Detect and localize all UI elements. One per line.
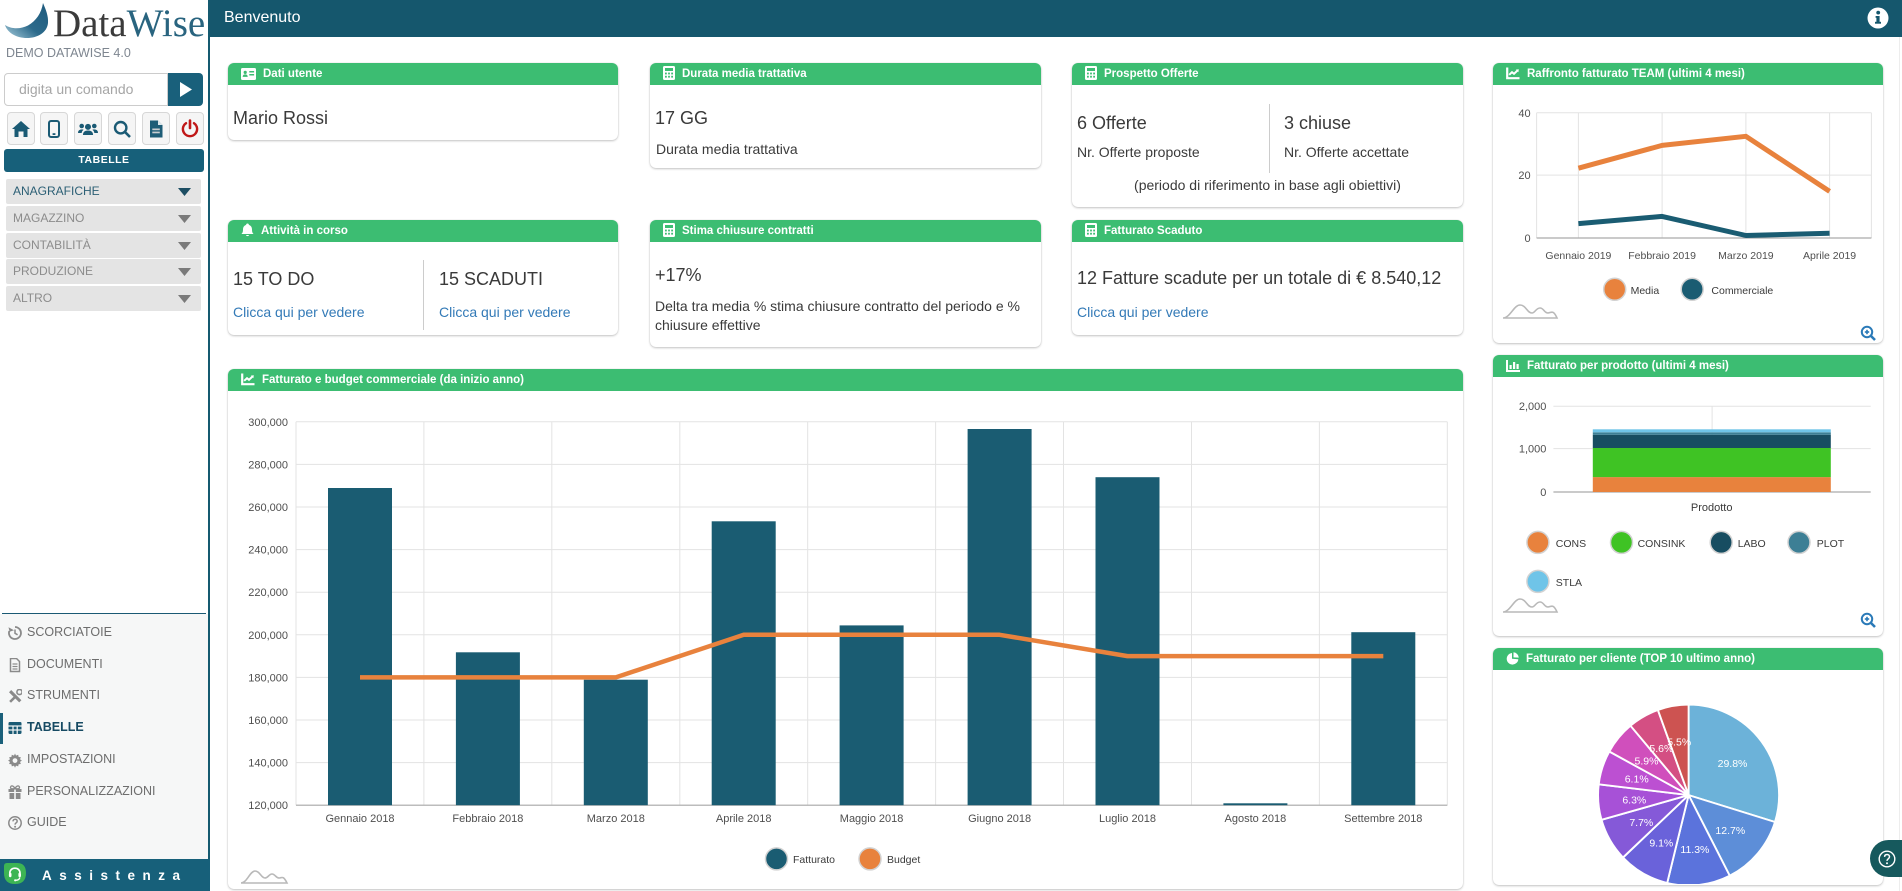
svg-text:Aprile 2019: Aprile 2019 [1803,250,1856,262]
svg-text:7.7%: 7.7% [1629,817,1653,829]
svg-text:Agosto 2018: Agosto 2018 [1225,813,1287,825]
svg-text:Commerciale: Commerciale [1711,284,1773,296]
svg-text:240,000: 240,000 [248,544,288,556]
svg-text:5.5%: 5.5% [1667,736,1691,748]
svg-text:Budget: Budget [887,854,920,866]
svg-text:2,000: 2,000 [1519,401,1547,413]
svg-text:STLA: STLA [1556,577,1582,589]
svg-text:Settembre 2018: Settembre 2018 [1344,813,1422,825]
svg-text:40: 40 [1518,107,1530,119]
svg-text:220,000: 220,000 [248,587,288,599]
svg-text:Aprile 2018: Aprile 2018 [716,813,772,825]
svg-text:180,000: 180,000 [248,672,288,684]
svg-text:Gennaio 2019: Gennaio 2019 [1545,250,1611,262]
svg-text:29.8%: 29.8% [1718,758,1748,770]
svg-text:Maggio 2018: Maggio 2018 [840,813,904,825]
svg-text:Prodotto: Prodotto [1691,502,1733,514]
svg-text:Giugno 2018: Giugno 2018 [968,813,1031,825]
svg-text:6.1%: 6.1% [1625,773,1649,785]
svg-text:Febbraio 2019: Febbraio 2019 [1628,250,1696,262]
svg-text:Gennaio 2018: Gennaio 2018 [325,813,394,825]
svg-text:0: 0 [1524,233,1530,245]
svg-text:CONSINK: CONSINK [1638,538,1686,550]
svg-text:9.1%: 9.1% [1649,837,1673,849]
svg-text:120,000: 120,000 [248,800,288,812]
svg-text:6.3%: 6.3% [1622,794,1646,806]
svg-text:Luglio 2018: Luglio 2018 [1099,813,1156,825]
svg-text:20: 20 [1518,170,1530,182]
svg-text:200,000: 200,000 [248,629,288,641]
svg-text:0: 0 [1540,487,1546,499]
svg-text:140,000: 140,000 [248,757,288,769]
svg-text:300,000: 300,000 [248,416,288,428]
svg-text:PLOT: PLOT [1817,538,1845,550]
svg-text:160,000: 160,000 [248,715,288,727]
svg-text:5.6%: 5.6% [1649,743,1673,755]
svg-text:11.3%: 11.3% [1680,844,1709,856]
svg-text:CONS: CONS [1556,538,1586,550]
svg-text:260,000: 260,000 [248,502,288,514]
svg-text:LABO: LABO [1738,538,1766,550]
svg-text:1,000: 1,000 [1519,444,1547,456]
svg-text:Media: Media [1631,284,1660,296]
svg-text:Fatturato: Fatturato [793,854,835,866]
svg-text:Marzo 2019: Marzo 2019 [1718,250,1774,262]
svg-text:Marzo 2018: Marzo 2018 [587,813,645,825]
svg-text:5.9%: 5.9% [1635,755,1659,767]
svg-text:12.7%: 12.7% [1715,825,1745,837]
svg-text:280,000: 280,000 [248,459,288,471]
svg-text:Febbraio 2018: Febbraio 2018 [452,813,523,825]
